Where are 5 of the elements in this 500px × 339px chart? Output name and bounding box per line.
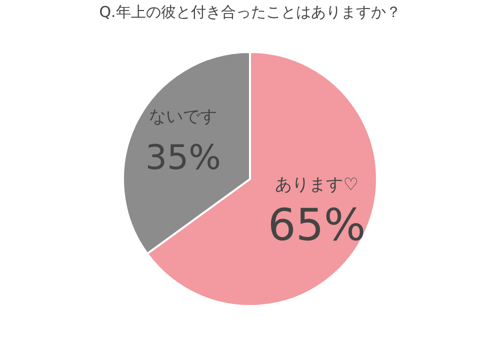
data-label: 35%: [145, 138, 221, 178]
slice-label: ないです: [149, 106, 218, 127]
slice-label: あります♡: [275, 175, 358, 196]
chart-title: Q.年上の彼と付き合ったことはありますか？: [99, 3, 401, 21]
data-label: 65%: [268, 200, 366, 252]
